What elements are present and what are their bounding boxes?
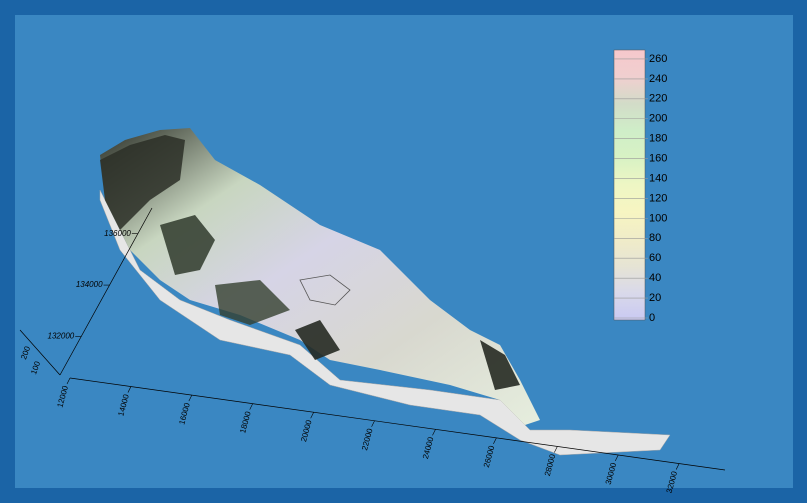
colorbar-tick-label: 220 (649, 93, 667, 105)
colorbar-tick-label: 20 (649, 292, 661, 304)
colorbar-tick-label: 120 (649, 192, 667, 204)
colorbar-tick-label: 40 (649, 272, 661, 284)
colorbar-tick-label: 0 (649, 312, 655, 324)
colorbar-tick-label: 240 (649, 73, 667, 85)
colorbar-tick-label: 180 (649, 133, 667, 145)
y-tick-label: 132000 (48, 332, 75, 341)
colorbar-tick-label: 80 (649, 232, 661, 244)
colorbar-tick-label: 140 (649, 172, 667, 184)
colorbar-tick-label: 100 (649, 212, 667, 224)
window: 0204060801001201401601802002202402601200… (0, 0, 807, 503)
colorbar-tick-label: 200 (649, 113, 667, 125)
y-tick-label: 136000 (104, 229, 131, 238)
chart: 0204060801001201401601802002202402601200… (0, 0, 807, 503)
colorbar (614, 50, 645, 320)
colorbar-tick-label: 260 (649, 53, 667, 65)
colorbar-tick-label: 60 (649, 252, 661, 264)
y-tick-label: 134000 (76, 280, 103, 289)
colorbar-tick-label: 160 (649, 153, 667, 165)
